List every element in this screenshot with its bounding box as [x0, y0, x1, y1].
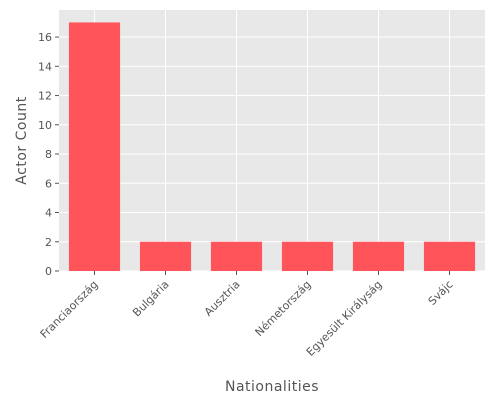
bar-4 — [352, 241, 405, 271]
bars — [68, 22, 476, 271]
x-tick-label: Egyesült Királyság — [304, 278, 385, 359]
y-tick-label: 4 — [45, 207, 52, 220]
y-tick-label: 14 — [38, 60, 52, 73]
x-tick-label: Bulgária — [130, 278, 171, 319]
y-tick-label: 12 — [38, 90, 52, 103]
bar-2 — [210, 241, 263, 271]
y-tick-label: 6 — [45, 177, 52, 190]
x-tick-label: Ausztria — [202, 278, 243, 319]
y-tick-label: 0 — [45, 265, 52, 278]
bar-0 — [68, 22, 121, 271]
y-tick-label: 16 — [38, 31, 52, 44]
bar-5 — [423, 241, 476, 271]
y-tick-label: 8 — [45, 148, 52, 161]
y-tick-label: 2 — [45, 236, 52, 249]
x-tick-label: Franciaország — [38, 278, 101, 341]
bar-3 — [281, 241, 334, 271]
grid-lines — [59, 10, 485, 272]
y-axis-title: Actor Count — [14, 96, 30, 184]
plot-background — [59, 10, 485, 271]
x-tick-label: Németország — [253, 278, 314, 339]
x-tick-labels: Franciaország Bulgária Ausztria Németország… — [38, 271, 456, 359]
bar-1 — [139, 241, 192, 271]
x-tick-label: Svájc — [426, 278, 456, 308]
y-tick-label: 10 — [38, 119, 52, 132]
y-tick-labels: 0 2 4 6 8 10 12 14 16 — [38, 31, 59, 278]
x-axis-title: Nationalities — [225, 379, 319, 395]
